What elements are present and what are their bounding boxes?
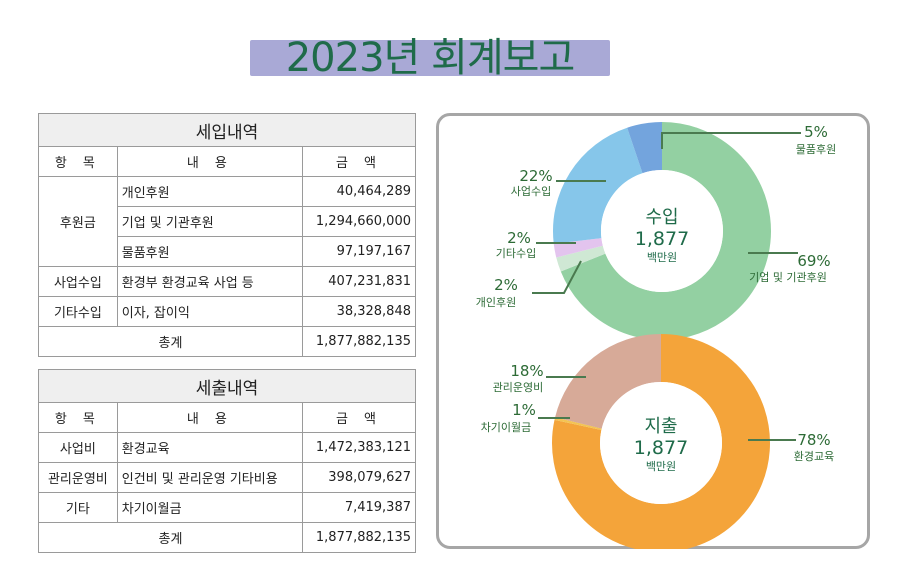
header-content: 내 용	[116, 402, 304, 433]
income-center-title: 수입	[645, 207, 678, 228]
slice-name-label: 사업수입	[511, 185, 551, 198]
header-amount: 금 액	[302, 402, 416, 433]
title-highlight	[250, 40, 610, 76]
amount-cell: 398,079,627	[302, 462, 416, 493]
header-category: 항 목	[38, 402, 118, 433]
page-title: 2023년 회계보고	[285, 35, 576, 81]
header-category: 항 목	[38, 146, 118, 177]
expense-table: 세출내역 항 목 내 용 금 액 사업비 환경교육 1,472,383,121 …	[37, 369, 416, 553]
donut-slice	[553, 127, 644, 244]
donut-slice	[552, 334, 770, 549]
category-cell: 사업비	[38, 432, 118, 463]
slice-percent-label: 5%	[804, 123, 828, 141]
donut-slice	[556, 245, 606, 272]
content-cell: 이자, 잡이익	[116, 296, 304, 327]
donut-hole	[601, 170, 723, 292]
income-donut	[553, 122, 771, 340]
table-row: 사업수입 환경부 환경교육 사업 등 407,231,831	[38, 266, 416, 297]
expense-donut	[552, 334, 770, 549]
content-cell: 인건비 및 관리운영 기타비용	[116, 462, 304, 493]
slice-percent-label: 1%	[512, 401, 536, 419]
donut-hole	[600, 382, 722, 504]
income-table: 세입내역 항 목 내 용 금 액 후원금 개인후원 40,464,289 기업 …	[37, 113, 416, 357]
donut-slice	[553, 237, 603, 258]
donut-slice	[555, 334, 662, 430]
income-center-unit: 백만원	[647, 251, 677, 264]
expense-center-title: 지출	[644, 416, 677, 437]
slice-percent-label: 18%	[510, 362, 543, 380]
slice-name-label: 차기이월금	[481, 421, 532, 434]
total-label: 총계	[37, 326, 304, 357]
leader-line	[532, 260, 582, 294]
slice-percent-label: 22%	[519, 167, 552, 185]
header-content: 내 용	[116, 146, 304, 177]
income-center-value: 1,877	[635, 228, 689, 250]
slice-percent-label: 2%	[494, 276, 518, 294]
content-cell: 환경부 환경교육 사업 등	[116, 266, 304, 297]
content-cell: 개인후원	[116, 176, 304, 207]
content-cell: 물품후원	[116, 236, 304, 267]
content-cell: 차기이월금	[116, 492, 304, 523]
expense-leader-lines	[538, 376, 796, 441]
slice-name-label: 물품후원	[796, 143, 836, 156]
category-cell: 관리운영비	[38, 462, 118, 493]
table-row: 기타수입 이자, 잡이익 38,328,848	[38, 296, 416, 327]
total-row: 총계 1,877,882,135	[37, 522, 416, 553]
content-cell: 기업 및 기관후원	[116, 206, 304, 237]
total-amount: 1,877,882,135	[302, 326, 416, 357]
amount-cell: 97,197,167	[302, 236, 416, 267]
title-banner: 2023년 회계보고	[250, 30, 610, 81]
amount-cell: 407,231,831	[302, 266, 416, 297]
table-row: 사업비 환경교육 1,472,383,121	[38, 432, 416, 463]
category-cell: 후원금	[38, 176, 118, 267]
slice-percent-label: 69%	[797, 252, 830, 270]
donut-slice	[627, 122, 663, 174]
slice-percent-label: 78%	[797, 431, 830, 449]
total-amount: 1,877,882,135	[302, 522, 416, 553]
table-row: 후원금 개인후원 40,464,289	[38, 176, 416, 267]
slice-name-label: 기타수입	[496, 247, 536, 260]
header-amount: 금 액	[302, 146, 416, 177]
total-label: 총계	[37, 522, 304, 553]
slice-name-label: 개인후원	[476, 296, 516, 309]
amount-cell: 40,464,289	[302, 176, 416, 207]
expense-center-value: 1,877	[634, 437, 688, 459]
category-cell: 기타	[38, 492, 118, 523]
slice-name-label: 관리운영비	[493, 381, 544, 394]
total-row: 총계 1,877,882,135	[37, 326, 416, 357]
table-row: 관리운영비 인건비 및 관리운영 기타비용 398,079,627	[38, 462, 416, 493]
table-row: 기업 및 기관후원 1,294,660,000	[39, 206, 416, 237]
content-cell: 환경교육	[116, 432, 304, 463]
income-leader-lines	[532, 132, 801, 294]
slice-name-label: 기업 및 기관후원	[749, 271, 827, 284]
table-row: 기타 차기이월금 7,419,387	[38, 492, 416, 523]
expense-center-unit: 백만원	[646, 460, 676, 473]
slice-name-label: 환경교육	[794, 450, 834, 463]
income-table-caption: 세입내역	[38, 113, 416, 147]
donut-slice	[560, 122, 771, 340]
expense-table-caption: 세출내역	[38, 369, 416, 403]
category-cell: 사업수입	[38, 266, 118, 297]
amount-cell: 7,419,387	[302, 492, 416, 523]
category-cell: 기타수입	[38, 296, 118, 327]
amount-cell: 1,294,660,000	[302, 206, 416, 237]
amount-cell: 1,472,383,121	[302, 432, 416, 463]
leader-line	[661, 132, 801, 149]
donut-charts: 수입 1,877 백만원 지출 1,877 백만원 5% 물품후원 69% 기업…	[476, 122, 836, 549]
slice-percent-label: 2%	[507, 229, 531, 247]
amount-cell: 38,328,848	[302, 296, 416, 327]
